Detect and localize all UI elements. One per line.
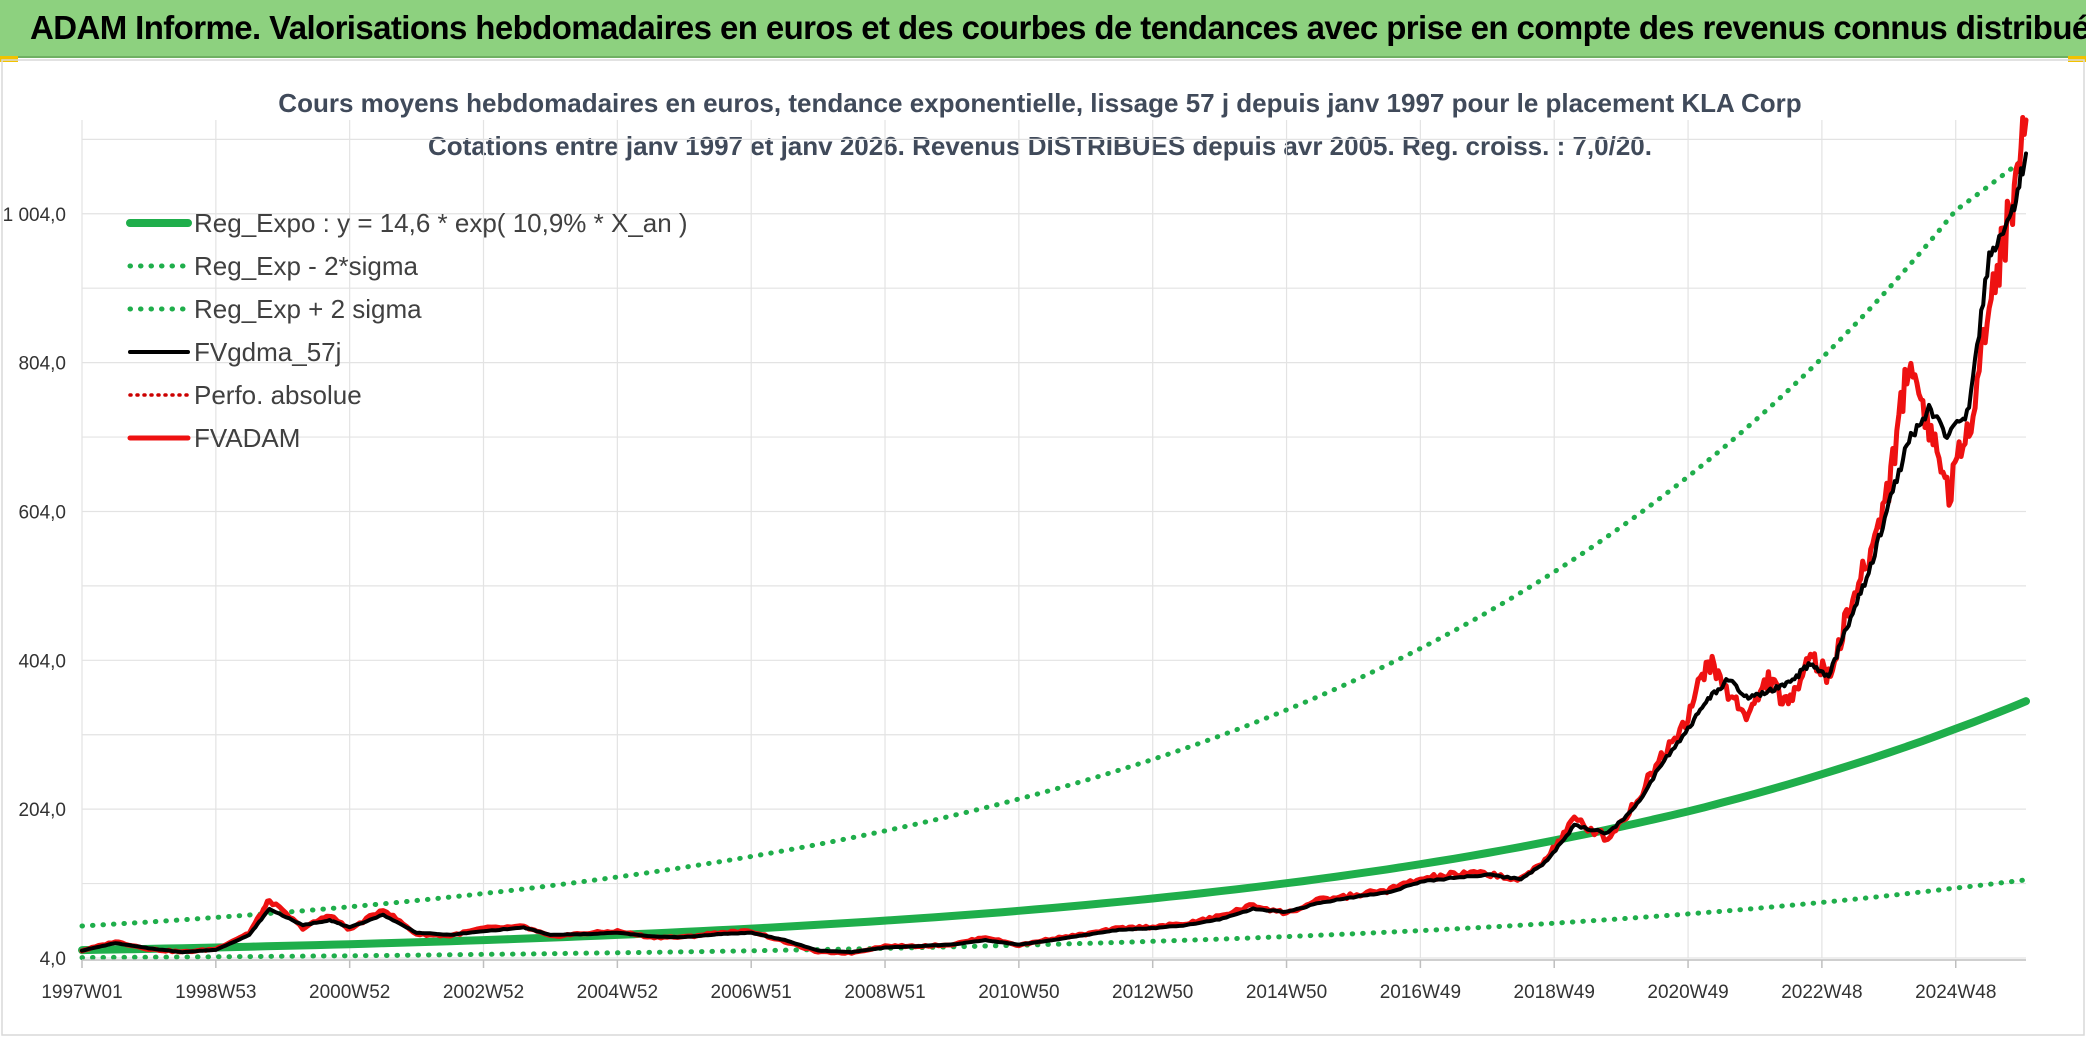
corner-mark-left — [0, 56, 18, 62]
x-tick-label: 2000W52 — [309, 982, 390, 1003]
x-tick-label: 2002W52 — [443, 982, 524, 1003]
legend-label-perfo-absolue: Perfo. absolue — [194, 380, 362, 410]
x-tick-label: 2008W51 — [844, 982, 925, 1003]
grid — [81, 120, 2026, 959]
series-reg-expo — [78, 697, 2030, 955]
x-tick-label: 1998W53 — [175, 982, 256, 1003]
y-tick-label: 804,0 — [18, 354, 66, 375]
x-tick-label: 2018W49 — [1514, 982, 1595, 1003]
chart-title: Cours moyens hebdomadaires en euros, ten… — [278, 88, 1801, 118]
legend: Reg_Expo : y = 14,6 * exp( 10,9% * X_an … — [126, 208, 688, 453]
x-tick-label: 2006W51 — [711, 982, 792, 1003]
series-reg-exp-plus-2sigma — [79, 154, 2029, 929]
x-tick-label: 2020W49 — [1647, 982, 1728, 1003]
legend-label-reg-exp-minus-2sigma: Reg_Exp - 2*sigma — [194, 251, 419, 281]
y-tick-label: 604,0 — [18, 502, 66, 523]
corner-mark-right — [2068, 56, 2086, 62]
legend-label-fvadam: FVADAM — [194, 423, 300, 453]
x-tick-label: 2024W48 — [1915, 982, 1996, 1003]
y-tick-label: 204,0 — [18, 800, 66, 821]
legend-label-reg-expo: Reg_Expo : y = 14,6 * exp( 10,9% * X_an … — [194, 208, 688, 238]
x-tick-label: 2012W50 — [1112, 982, 1193, 1003]
report-banner-title: ADAM Informe. Valorisations hebdomadaire… — [30, 9, 2086, 46]
plot-frame — [1, 59, 2085, 1036]
report-banner: ADAM Informe. Valorisations hebdomadaire… — [0, 0, 2086, 58]
y-tick-label: 1 004,0 — [3, 205, 66, 226]
x-tick-label: 1997W01 — [41, 982, 122, 1003]
x-tick-label: 2014W50 — [1246, 982, 1327, 1003]
axes: 4,0 204,0 404,0 604,0 804,0 1 004,0 1997W01 199… — [3, 205, 2026, 1003]
x-tick-label: 2022W48 — [1781, 982, 1862, 1003]
x-tick-label: 2004W52 — [577, 982, 658, 1003]
x-tick-label: 2016W49 — [1380, 982, 1461, 1003]
series-fvadam — [79, 115, 2029, 956]
series-fvgdma-57j — [80, 151, 2028, 955]
chart-subtitle: Cotations entre janv 1997 et janv 2026. … — [428, 131, 1652, 161]
legend-label-reg-exp-plus-2sigma: Reg_Exp + 2 sigma — [194, 294, 422, 324]
series-reg-exp-minus-2sigma — [79, 877, 2029, 961]
y-tick-label: 4,0 — [40, 949, 66, 970]
y-tick-label: 404,0 — [18, 651, 66, 672]
series-layer — [78, 115, 2030, 961]
legend-label-fvgdma-57j: FVgdma_57j — [194, 337, 341, 367]
x-tick-label: 2010W50 — [978, 982, 1059, 1003]
